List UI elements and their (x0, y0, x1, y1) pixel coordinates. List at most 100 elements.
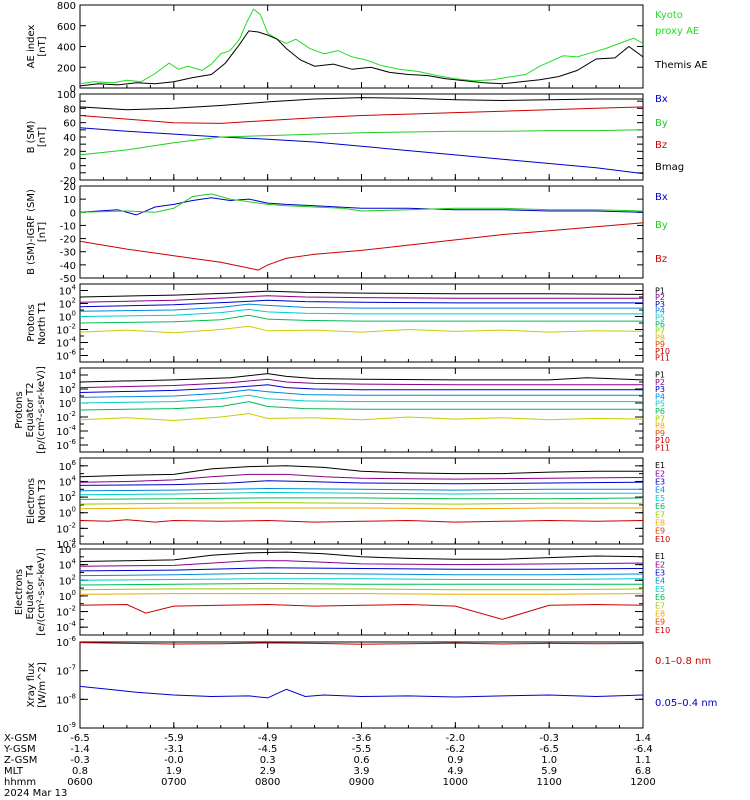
panel-frame (79, 548, 644, 636)
legend-label: E9 (655, 618, 665, 627)
ephemeris-value: 0.3 (260, 755, 276, 766)
ephemeris-value: 0600 (67, 777, 92, 788)
legend-label: Kyoto (655, 10, 683, 21)
y-tick-exponent: 2 (72, 382, 76, 390)
series-line-3 (79, 567, 644, 572)
legend-label: P2 (655, 378, 665, 387)
legend-label: P6 (655, 320, 665, 329)
y-tick-label: 0 (70, 208, 76, 219)
series-line-7 (79, 588, 644, 591)
y-tick-label: 10-4 (56, 620, 76, 634)
y-tick-base: 10 (56, 667, 69, 678)
y-tick-label: 104 (59, 284, 77, 298)
y-tick-base: 10 (59, 592, 72, 603)
y-tick-label: 104 (59, 368, 77, 382)
y-tick-exponent: -6 (69, 438, 77, 446)
series-line-1 (79, 373, 644, 383)
y-tick-base: 10 (56, 339, 69, 350)
series-line-6 (79, 497, 644, 500)
y-tick-label: -40 (60, 261, 76, 272)
y-tick-exponent: -4 (69, 336, 77, 344)
y-tick-label: 106 (59, 542, 77, 556)
y-tick-label: 10-7 (56, 664, 76, 678)
y-tick-base: 10 (59, 287, 72, 298)
legend-label: P11 (655, 354, 670, 363)
y-axis-label: [e/(cm²-s-sr-keV)] (36, 548, 47, 636)
date-label: 2024 Mar 13 (4, 788, 67, 799)
legend-label: Themis AE (654, 60, 708, 71)
ephemeris-value: 2.9 (260, 766, 276, 777)
ephemeris-value: 3.9 (354, 766, 370, 777)
legend-label: E6 (655, 593, 665, 602)
y-tick-base: 10 (56, 695, 69, 706)
ephemeris-value: -5.9 (164, 733, 184, 744)
legend-label: P6 (655, 407, 665, 416)
ephemeris-value: -4.5 (258, 744, 278, 755)
y-tick-base: 10 (59, 493, 72, 504)
y-tick-label: -50 (60, 274, 76, 285)
y-axis-label: [nT] (37, 222, 48, 242)
series-line-2 (79, 30, 644, 87)
ephemeris-value: -3.6 (352, 733, 372, 744)
legend-label: 0.1–0.8 nm (655, 656, 711, 667)
legend-label: P9 (655, 429, 665, 438)
y-axis-label: [W/m^2] (37, 662, 48, 708)
y-axis-label: Xray flux (26, 663, 37, 708)
y-tick-label: 10-6 (56, 635, 76, 649)
ephemeris-value: 0.6 (354, 755, 370, 766)
legend-label: E1 (655, 461, 665, 470)
series-line-2 (79, 473, 644, 483)
y-tick-label: 106 (59, 459, 77, 473)
legend-label: E9 (655, 527, 665, 536)
series-line-7 (79, 325, 644, 334)
ephemeris-row-label: Z-GSM (4, 755, 37, 766)
series-line-4 (79, 487, 643, 492)
y-tick-exponent: -7 (69, 664, 76, 672)
legend-label: E4 (655, 486, 665, 495)
y-axis-label: Electrons (14, 569, 25, 615)
y-axis-label: Protons (14, 391, 25, 428)
panel-frame (79, 641, 644, 729)
y-tick-exponent: 6 (72, 459, 77, 467)
y-tick-exponent: -6 (69, 635, 77, 643)
y-tick-label: 10-6 (56, 349, 76, 363)
legend-label: P8 (655, 333, 665, 342)
y-tick-label: 100 (59, 396, 76, 410)
ephemeris-row-label: Y-GSM (3, 744, 36, 755)
y-tick-exponent: -2 (69, 410, 76, 418)
series-line-2 (79, 295, 643, 303)
series-line-2 (79, 560, 644, 567)
series-line-2 (79, 378, 643, 389)
series-line-1 (79, 197, 644, 216)
y-tick-label: 10-2 (56, 521, 76, 535)
y-tick-base: 10 (59, 462, 72, 473)
legend-label: E5 (655, 494, 665, 503)
y-tick-exponent: 2 (72, 490, 76, 498)
ephemeris-value: 4.9 (447, 766, 463, 777)
legend-label: Bx (655, 192, 668, 203)
ephemeris-value: -0.0 (164, 755, 184, 766)
legend-label: E8 (655, 610, 665, 619)
y-tick-label: 102 (59, 382, 76, 396)
y-axis-label: Equator T4 (25, 565, 36, 620)
series-line-1 (79, 465, 643, 478)
y-tick-label: 20 (63, 147, 76, 158)
y-tick-label: -30 (60, 248, 76, 259)
ephemeris-row-label: hhmm (4, 777, 36, 788)
y-tick-base: 10 (59, 399, 72, 410)
panel-frame (79, 4, 644, 89)
legend-label: E4 (655, 577, 665, 586)
ephemeris-value: 0900 (349, 777, 374, 788)
y-tick-exponent: 2 (72, 297, 76, 305)
series-line-5 (79, 308, 643, 317)
y-axis-label: B (SM)-IGRF (SM) (26, 189, 37, 275)
y-tick-label: 100 (59, 589, 76, 603)
series-line-3 (79, 222, 644, 271)
legend-label: P8 (655, 422, 665, 431)
legend-label: P5 (655, 313, 665, 322)
legend-label: P1 (655, 371, 665, 380)
y-tick-label: 40 (63, 133, 76, 144)
y-tick-label: 100 (59, 506, 76, 520)
